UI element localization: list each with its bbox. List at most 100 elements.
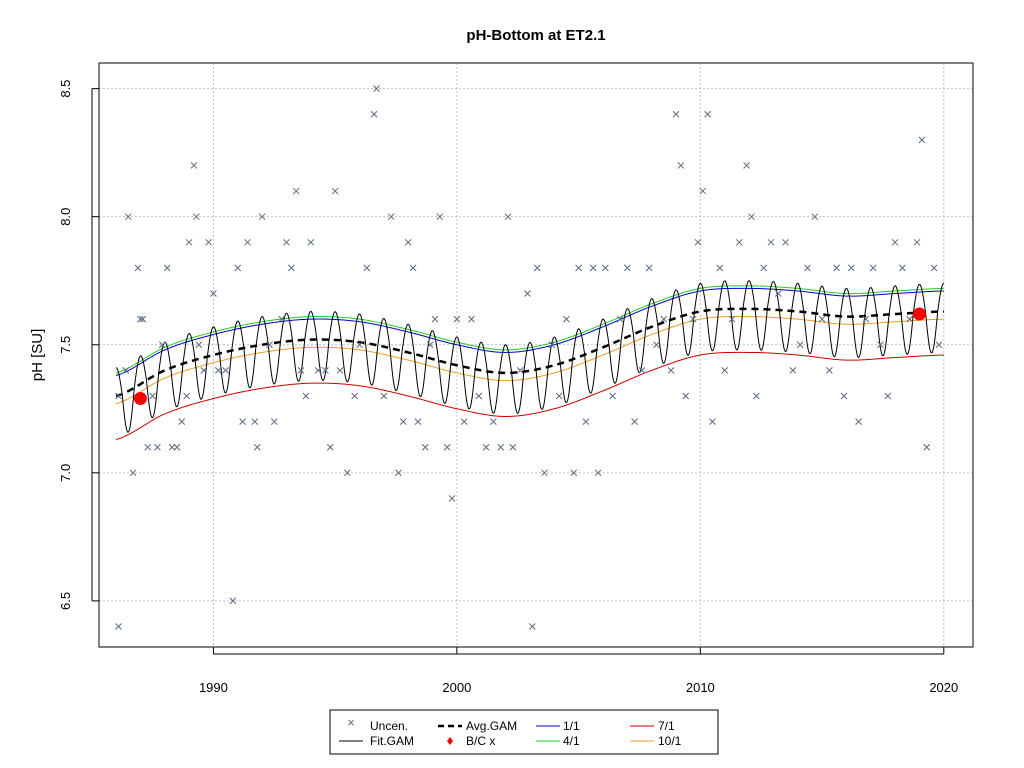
y-axis-title: pH [SU] — [29, 329, 46, 382]
y-tick-label: 6.5 — [58, 592, 73, 610]
data-point — [840, 392, 848, 400]
data-point — [307, 238, 315, 246]
data-point — [930, 264, 938, 272]
data-point — [129, 469, 137, 477]
grid — [99, 63, 973, 647]
data-point — [575, 264, 582, 272]
data-point — [468, 315, 475, 323]
data-point — [818, 315, 826, 323]
data-point — [266, 341, 273, 349]
data-point — [163, 264, 171, 272]
series-lines — [115, 280, 944, 441]
legend-box — [329, 709, 719, 755]
data-point — [774, 290, 782, 297]
data-point — [336, 367, 344, 374]
data-point — [404, 238, 412, 246]
data-point — [490, 418, 497, 425]
data-point — [302, 392, 310, 400]
data-point — [555, 392, 563, 400]
data-point — [222, 367, 229, 374]
series-10-1-line — [115, 316, 944, 405]
data-point — [847, 264, 855, 272]
data-point — [767, 238, 775, 246]
data-point — [158, 341, 166, 349]
data-point — [137, 315, 144, 323]
data-point — [168, 443, 176, 451]
data-point — [409, 264, 417, 272]
data-point — [115, 392, 122, 400]
data-point — [373, 85, 380, 92]
data-point — [343, 469, 351, 477]
data-point — [234, 264, 242, 272]
data-point — [287, 264, 295, 272]
legend-10-1-label: 10/1 — [658, 734, 682, 748]
bc-point — [912, 307, 926, 321]
data-point — [229, 597, 237, 605]
data-point — [563, 315, 570, 323]
data-point — [582, 418, 590, 425]
data-point — [139, 315, 147, 323]
data-point — [195, 341, 203, 349]
y-tick-label: 7.0 — [58, 464, 73, 482]
series-7-1-line — [115, 351, 944, 441]
data-point — [862, 315, 870, 323]
legend-bc-label: B/C x — [466, 734, 495, 748]
data-point — [124, 213, 132, 221]
data-point — [278, 315, 285, 323]
series-4-1-line — [115, 285, 944, 374]
bc-point — [133, 392, 147, 406]
data-point — [414, 418, 422, 425]
data-point — [331, 187, 339, 195]
data-point — [297, 367, 305, 374]
data-point — [244, 238, 251, 246]
data-point — [704, 110, 711, 118]
data-point — [322, 367, 329, 374]
data-point — [667, 367, 675, 374]
legend-fit-label: Fit.GAM — [370, 734, 414, 748]
data-point — [570, 469, 578, 477]
data-point — [149, 392, 156, 400]
data-point — [122, 367, 130, 374]
legend-avg-label: Avg.GAM — [466, 719, 517, 733]
data-point — [314, 367, 322, 374]
data-point — [251, 418, 259, 425]
data-point — [183, 392, 190, 400]
data-point — [395, 469, 402, 477]
legend-uncen-label: Uncen. — [370, 719, 408, 733]
data-point — [541, 469, 548, 477]
avg-gam-line — [115, 307, 944, 398]
plot-frame — [98, 62, 974, 648]
data-point — [426, 341, 434, 349]
data-point — [833, 264, 841, 272]
data-point — [453, 315, 461, 323]
data-point — [877, 341, 884, 349]
data-point — [631, 418, 638, 425]
data-point — [504, 213, 512, 221]
data-point — [190, 162, 198, 169]
x-tick-label: 2020 — [929, 680, 958, 695]
data-point — [677, 162, 685, 169]
data-point — [144, 443, 152, 451]
data-point — [200, 367, 208, 374]
data-point — [855, 418, 862, 425]
data-point — [326, 443, 334, 451]
data-point — [443, 443, 451, 451]
y-axis: 6.5 7.0 7.5 8.0 8.5 — [58, 80, 99, 610]
data-point — [891, 238, 899, 246]
data-point — [694, 238, 702, 246]
bc-points — [133, 307, 926, 406]
data-point — [134, 264, 142, 272]
data-point — [735, 238, 743, 246]
data-point — [906, 315, 914, 323]
data-point — [913, 238, 921, 246]
data-point — [283, 238, 290, 246]
data-point — [380, 392, 388, 400]
data-point — [173, 443, 181, 451]
data-point — [609, 392, 617, 400]
data-point — [431, 315, 439, 323]
x-axis: 1990 2000 2010 2020 — [199, 647, 958, 695]
data-point — [789, 367, 797, 374]
legend-7-1-label: 7/1 — [658, 719, 675, 733]
data-point — [796, 341, 804, 349]
